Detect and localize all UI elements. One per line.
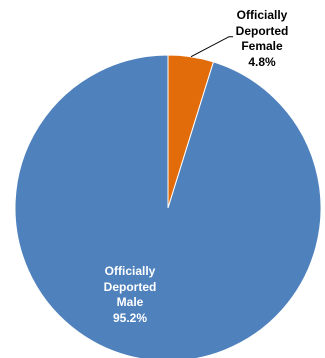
pie-slice-male [14, 54, 322, 358]
data-label-female: Officially Deported Female 4.8% [235, 8, 289, 69]
leader-line-female [190, 36, 233, 58]
data-label-male: Officially Deported Male 95.2% [103, 264, 157, 325]
